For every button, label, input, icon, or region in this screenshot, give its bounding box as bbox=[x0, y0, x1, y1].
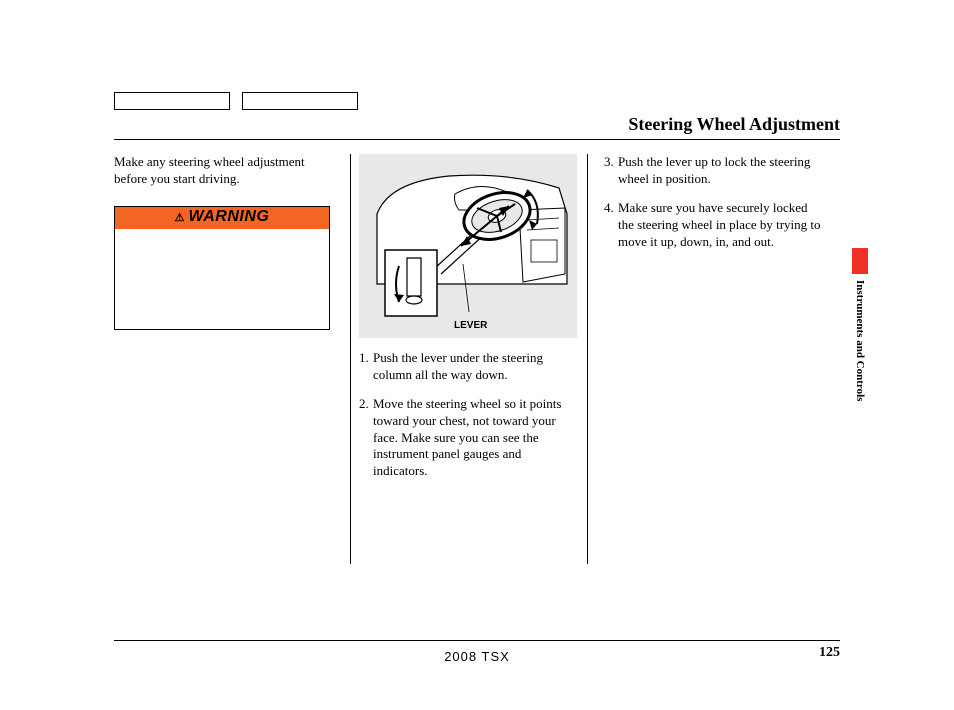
steering-diagram-svg bbox=[359, 154, 577, 338]
step-text: Make sure you have securely locked the s… bbox=[618, 200, 824, 251]
step-number: 3. bbox=[604, 154, 618, 188]
step-4: 4. Make sure you have securely locked th… bbox=[604, 200, 824, 251]
step-text: Push the lever up to lock the steering w… bbox=[618, 154, 824, 188]
column-1: Make any steering wheel adjustment befor… bbox=[114, 154, 350, 564]
section-label: Instruments and Controls bbox=[854, 280, 866, 401]
intro-text: Make any steering wheel adjustment befor… bbox=[114, 154, 334, 188]
warning-header: ⚠ WARNING bbox=[115, 207, 329, 229]
step-3: 3. Push the lever up to lock the steerin… bbox=[604, 154, 824, 188]
steering-wheel-figure: LEVER bbox=[359, 154, 577, 338]
warning-triangle-icon: ⚠ bbox=[175, 211, 185, 225]
page-footer: 2008 TSX 125 bbox=[114, 640, 840, 664]
step-2: 2. Move the steering wheel so it points … bbox=[359, 396, 579, 480]
step-text: Push the lever under the steering column… bbox=[373, 350, 579, 384]
step-number: 2. bbox=[359, 396, 373, 480]
column-2: LEVER 1. Push the lever under the steeri… bbox=[351, 154, 587, 564]
content-columns: Make any steering wheel adjustment befor… bbox=[114, 154, 840, 564]
step-number: 1. bbox=[359, 350, 373, 384]
manual-page: Steering Wheel Adjustment Make any steer… bbox=[114, 92, 840, 652]
title-row: Steering Wheel Adjustment bbox=[114, 114, 840, 140]
header-link-boxes bbox=[114, 92, 840, 110]
page-number: 125 bbox=[819, 645, 840, 661]
step-text: Move the steering wheel so it points tow… bbox=[373, 396, 579, 480]
figure-label: LEVER bbox=[454, 319, 487, 332]
header-box-1[interactable] bbox=[114, 92, 230, 110]
page-title: Steering Wheel Adjustment bbox=[628, 114, 840, 135]
section-tab bbox=[852, 248, 868, 274]
warning-box: ⚠ WARNING bbox=[114, 206, 330, 330]
step-number: 4. bbox=[604, 200, 618, 251]
header-box-2[interactable] bbox=[242, 92, 358, 110]
warning-label: WARNING bbox=[189, 207, 270, 228]
column-3: 3. Push the lever up to lock the steerin… bbox=[588, 154, 824, 564]
footer-model-year: 2008 TSX bbox=[444, 649, 510, 664]
step-1: 1. Push the lever under the steering col… bbox=[359, 350, 579, 384]
